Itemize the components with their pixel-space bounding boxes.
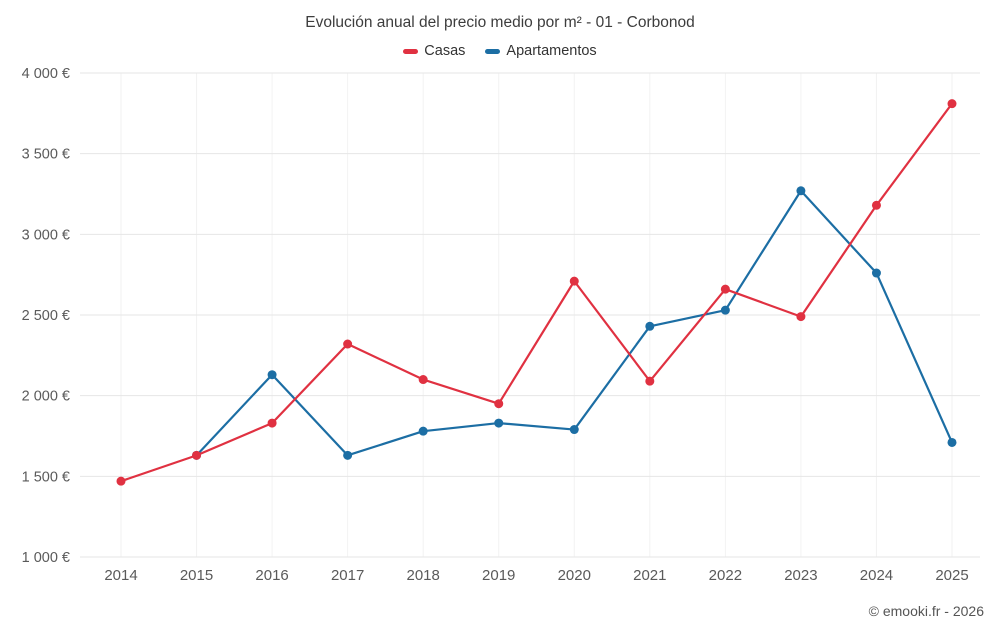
y-axis-tick-label: 4 000 € <box>22 66 70 82</box>
series-line-casas <box>119 102 954 483</box>
x-axis-tick-label: 2022 <box>709 567 742 584</box>
legend-label-casas: Casas <box>424 43 466 59</box>
y-axis-tick-label: 2 500 € <box>22 308 70 324</box>
x-axis-tick-label: 2024 <box>860 567 893 584</box>
data-point[interactable] <box>267 370 277 380</box>
data-point[interactable] <box>418 426 428 436</box>
apartamentos-series-marker-icon <box>485 48 501 54</box>
chart-title: Evolución anual del precio medio por m² … <box>305 14 695 31</box>
casas-series-marker-icon <box>403 48 419 54</box>
data-point[interactable] <box>418 375 428 385</box>
x-axis-tick-label: 2018 <box>406 567 439 584</box>
y-axis-tick-label: 3 500 € <box>22 147 70 163</box>
x-axis-tick-label: 2019 <box>482 567 515 584</box>
copyright: © emooki.fr - 2026 <box>868 603 984 619</box>
data-point[interactable] <box>569 425 579 435</box>
data-point[interactable] <box>343 339 353 349</box>
y-axis-tick-label: 1 000 € <box>22 550 70 566</box>
data-point[interactable] <box>645 376 655 386</box>
data-point[interactable] <box>871 200 881 210</box>
x-axis-tick-label: 2014 <box>104 567 137 584</box>
y-axis-tick-label: 2 000 € <box>22 389 70 405</box>
data-point[interactable] <box>947 99 957 109</box>
x-axis-tick-label: 2015 <box>180 567 213 584</box>
data-point[interactable] <box>494 399 504 409</box>
y-axis-tick-label: 1 500 € <box>22 469 70 485</box>
data-point[interactable] <box>720 284 730 294</box>
x-axis-tick-label: 2020 <box>558 567 591 584</box>
data-point[interactable] <box>192 450 202 460</box>
x-axis-tick-label: 2023 <box>784 567 817 584</box>
legend-item-apartamentos[interactable]: Apartamentos <box>485 43 597 59</box>
data-point[interactable] <box>796 312 806 322</box>
legend: Casas Apartamentos <box>0 43 1000 59</box>
x-axis-tick-label: 2017 <box>331 567 364 584</box>
data-point[interactable] <box>494 418 504 428</box>
data-point[interactable] <box>947 437 957 447</box>
legend-item-casas[interactable]: Casas <box>403 43 465 59</box>
data-point[interactable] <box>267 418 277 428</box>
data-point[interactable] <box>796 186 806 196</box>
data-point[interactable] <box>645 321 655 331</box>
x-axis-tick-label: 2025 <box>935 567 968 584</box>
data-point[interactable] <box>720 305 730 315</box>
x-axis-tick-label: 2016 <box>255 567 288 584</box>
x-axis-tick-label: 2021 <box>633 567 666 584</box>
data-point[interactable] <box>569 276 579 286</box>
y-axis-tick-label: 3 000 € <box>22 227 70 243</box>
legend-label-apartamentos: Apartamentos <box>506 43 597 59</box>
data-point[interactable] <box>871 268 881 278</box>
data-point[interactable] <box>116 476 126 486</box>
data-point[interactable] <box>343 450 353 460</box>
